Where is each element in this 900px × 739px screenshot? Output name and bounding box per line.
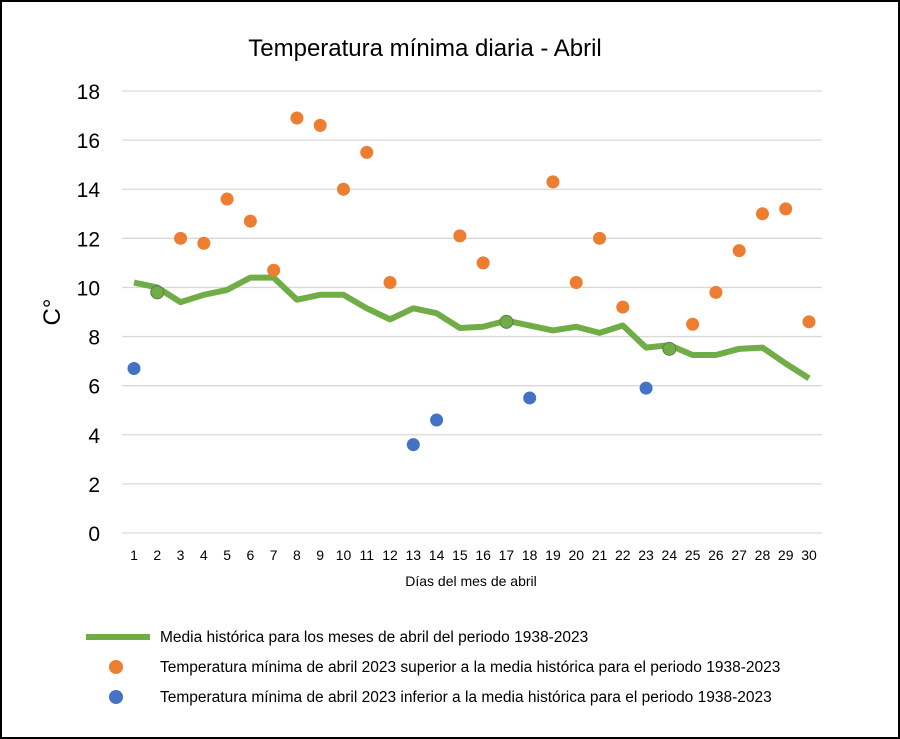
x-tick-label: 6 [246,547,254,563]
point-above-average [313,118,327,132]
point-above-average [686,317,700,331]
point-above-average [709,285,723,299]
x-tick-label: 25 [685,547,701,563]
point-below-average [430,413,444,427]
y-tick-label: 16 [77,130,100,153]
point-above-average [593,231,607,245]
point-above-average [360,145,374,159]
x-tick-label: 18 [522,547,538,563]
point-above-average [453,229,467,243]
y-axis-ticks: 0 2 4 6 8 10 12 14 16 18 [77,81,101,546]
point-above-average [546,175,560,189]
point-equal-average [150,285,165,300]
point-above-average [616,300,630,314]
x-tick-label: 21 [592,547,608,563]
point-below-average [406,438,420,452]
x-tick-label: 7 [270,547,278,563]
x-tick-label: 12 [382,547,398,563]
point-above-average [383,276,397,290]
x-tick-label: 5 [223,547,231,563]
point-above-average [220,192,234,206]
point-above-average [243,214,257,228]
y-tick-label: 10 [77,277,100,300]
point-below-average [127,361,141,375]
legend: Media histórica para los meses de abril … [86,629,780,706]
x-tick-label: 8 [293,547,301,563]
x-tick-label: 4 [200,547,208,563]
x-tick-label: 19 [545,547,561,563]
historical-average-line [133,274,811,381]
scatter-points-layer [127,111,816,452]
x-tick-label: 29 [778,547,794,563]
x-tick-label: 28 [755,547,771,563]
point-equal-average [499,314,514,329]
point-above-average [569,276,583,290]
point-above-average [174,231,188,245]
x-tick-label: 10 [336,547,352,563]
x-axis-label: Días del mes de abril [405,573,537,589]
y-tick-label: 12 [77,228,100,251]
x-tick-label: 23 [638,547,654,563]
x-tick-label: 22 [615,547,631,563]
x-tick-label: 30 [801,547,817,563]
point-above-average [267,263,281,277]
point-equal-average [662,341,677,356]
y-tick-label: 6 [88,376,100,399]
x-tick-label: 16 [475,547,491,563]
y-tick-label: 14 [77,179,101,202]
y-axis-label: C° [39,299,66,326]
point-above-average [476,256,490,270]
x-tick-label: 3 [177,547,185,563]
x-tick-label: 2 [153,547,161,563]
y-tick-label: 8 [88,327,100,350]
chart-title: Temperatura mínima diaria - Abril [248,35,601,62]
y-tick-label: 4 [88,425,100,448]
x-tick-label: 1 [130,547,138,563]
x-tick-label: 20 [568,547,584,563]
y-tick-label: 18 [77,81,100,104]
x-tick-label: 24 [662,547,678,563]
x-tick-label: 27 [731,547,747,563]
point-above-average [755,207,769,221]
legend-label-above: Temperatura mínima de abril 2023 superio… [160,659,780,676]
point-above-average [290,111,304,125]
legend-marker-below [109,690,123,704]
x-tick-label: 17 [499,547,515,563]
x-tick-label: 26 [708,547,724,563]
point-above-average [197,236,211,250]
point-above-average [802,315,816,329]
x-tick-label: 9 [316,547,324,563]
x-axis-ticks: 1 2 3 4 5 6 7 8 9 10 11 12 13 14 15 16 17 18 19 20 21 22 23 24 2… [130,547,817,563]
legend-label-historical: Media histórica para los meses de abril … [160,629,588,646]
gridlines [122,90,822,534]
historical-line-layer [133,274,811,381]
x-tick-label: 15 [452,547,468,563]
x-tick-label: 11 [359,547,374,563]
y-tick-label: 0 [88,523,100,546]
point-below-average [523,391,537,405]
point-above-average [336,182,350,196]
y-tick-label: 2 [88,474,100,497]
legend-marker-above [109,660,123,674]
x-tick-label: 13 [406,547,422,563]
legend-label-below: Temperatura mínima de abril 2023 inferio… [160,689,772,706]
point-above-average [779,202,793,216]
x-tick-label: 14 [429,547,445,563]
point-below-average [639,381,653,395]
point-above-average [732,244,746,258]
